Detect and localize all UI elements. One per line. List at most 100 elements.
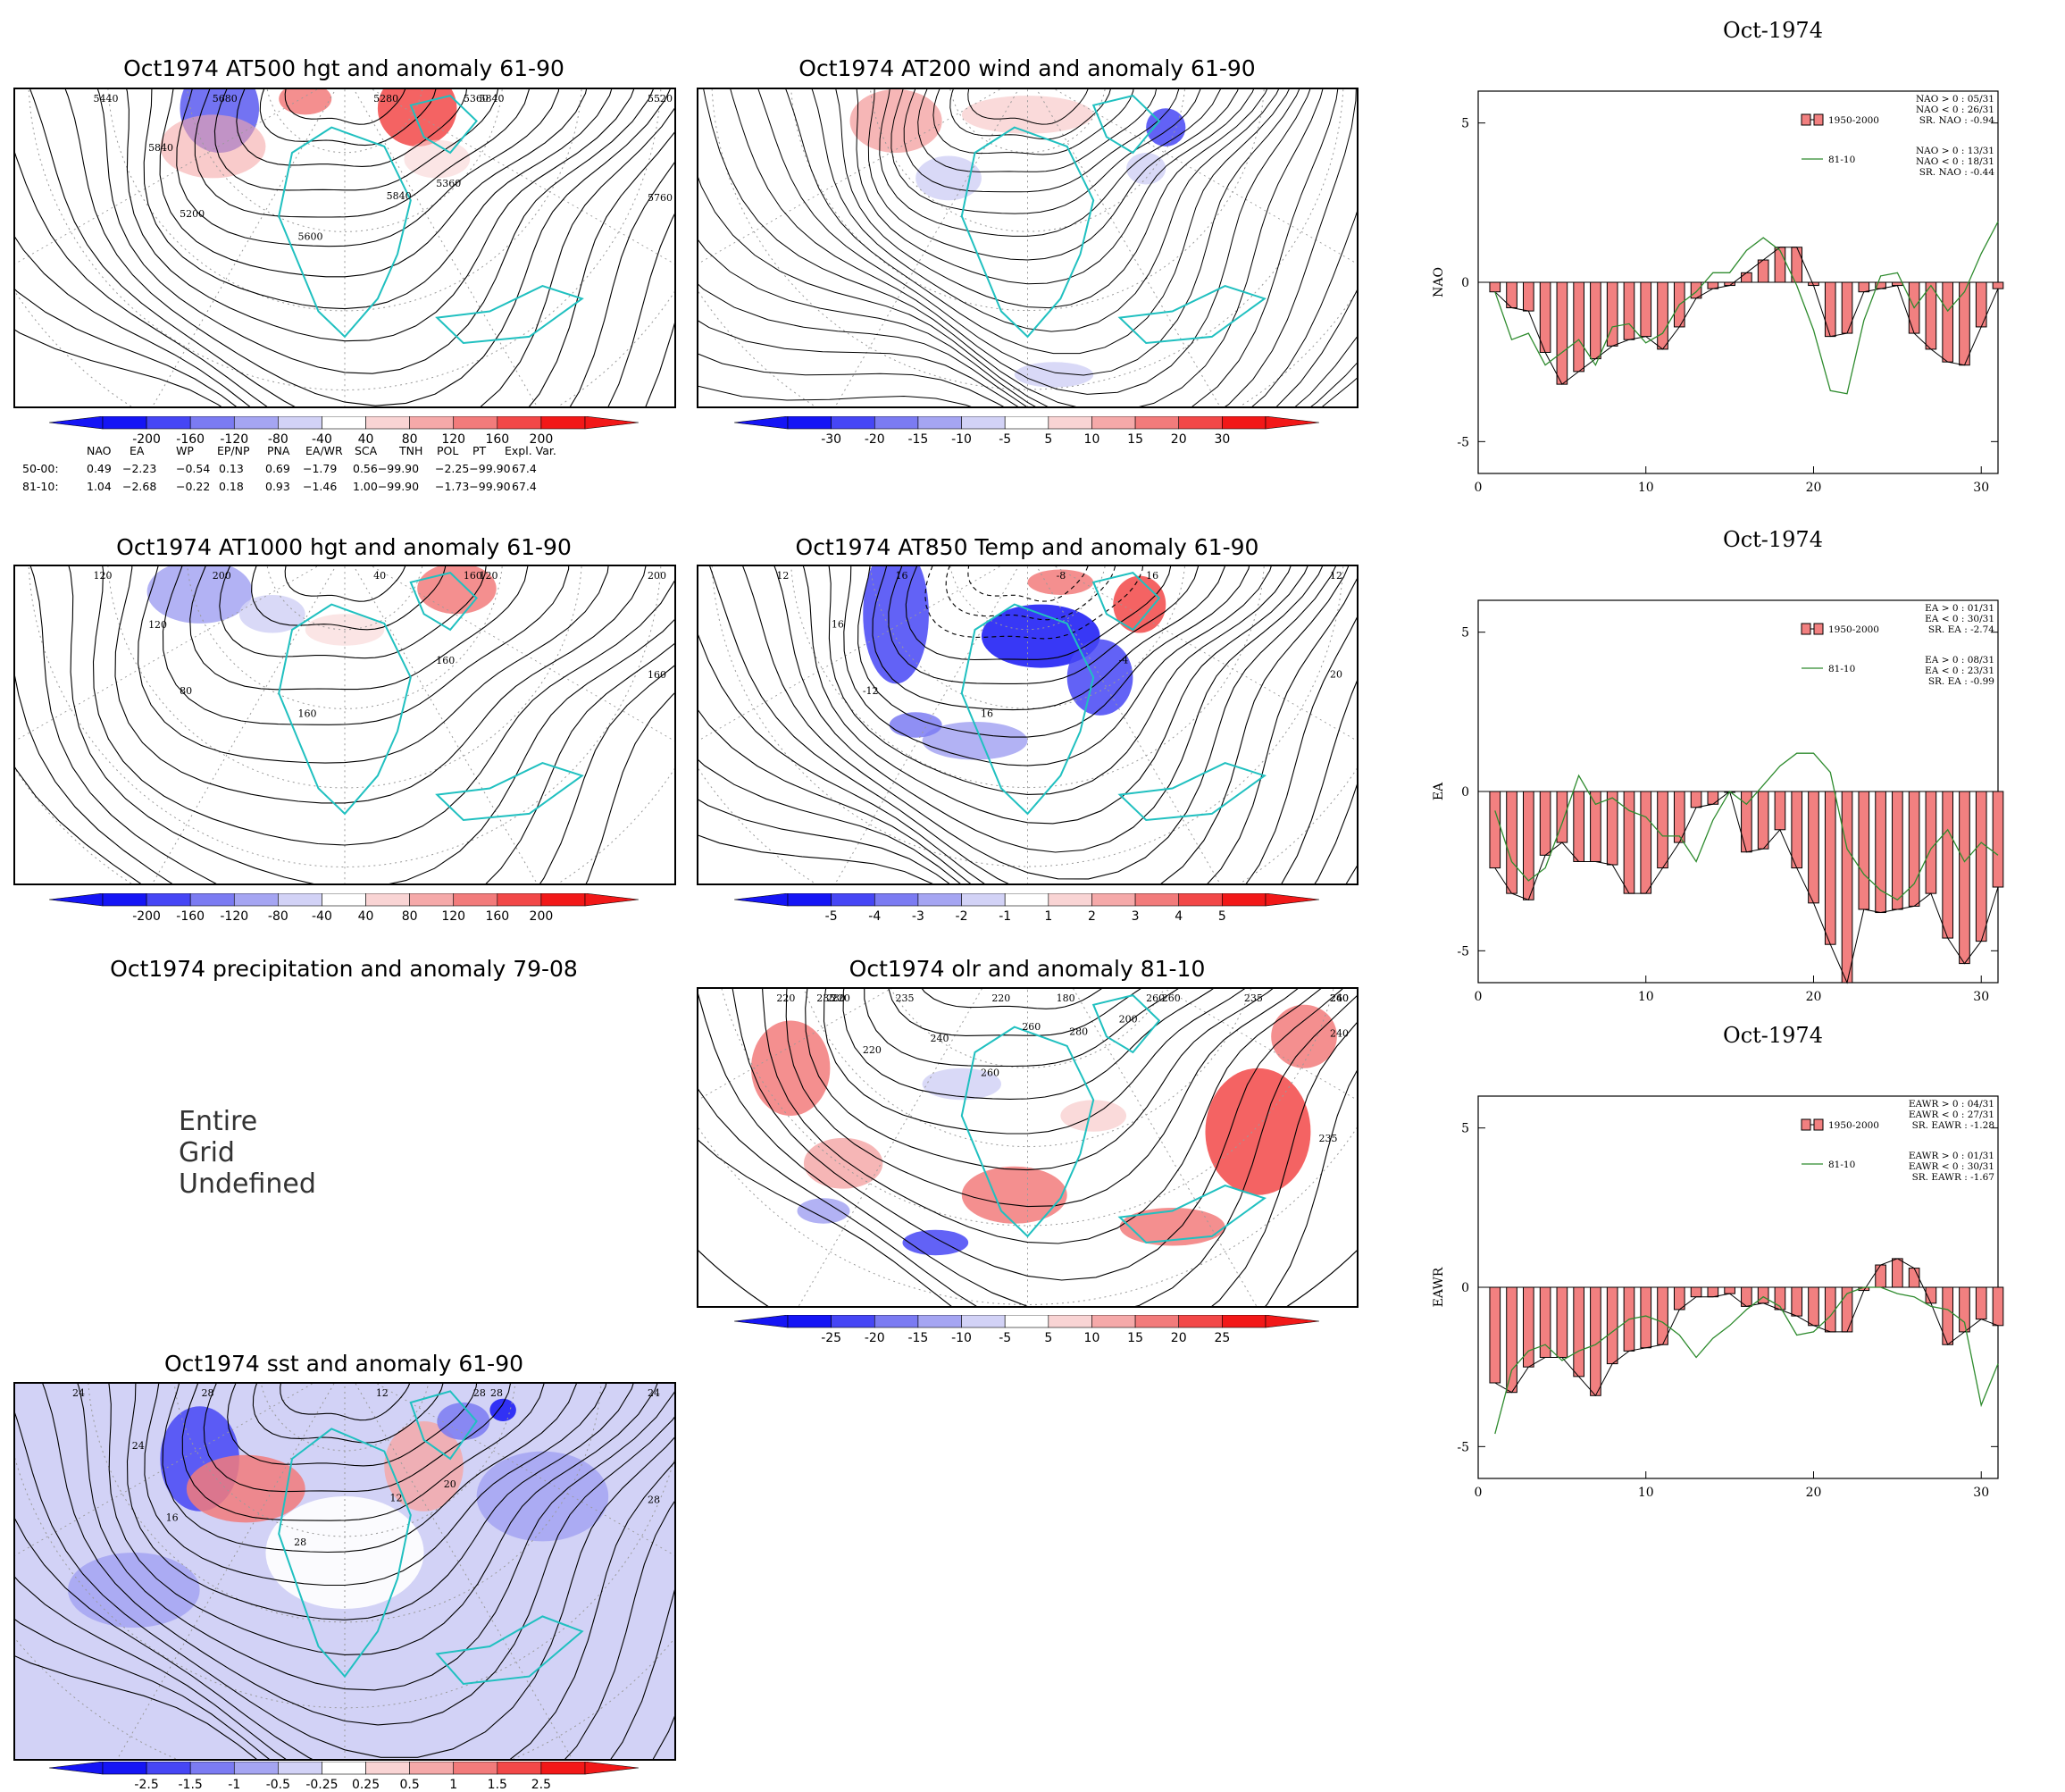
table-header-cell: TNH (399, 444, 423, 457)
colorbar-segment (1134, 1315, 1180, 1328)
contour-label: 12 (1330, 570, 1342, 582)
bar (1774, 791, 1786, 831)
map-plot: 5360 5200 5280 5360 5440 5520 5600 5680 5760 5840… (13, 88, 676, 408)
contour-line (886, 989, 1195, 1036)
colorbar-arrow-left (734, 893, 789, 907)
contour-label: 20 (444, 1478, 456, 1490)
colorbar-label: 160 (485, 909, 510, 924)
contour-label: 5280 (373, 93, 398, 105)
graticule (1027, 566, 1357, 789)
graticule (869, 566, 1186, 709)
coastline (1091, 94, 1161, 155)
coastline (960, 126, 1095, 339)
colorbar-segment (189, 1762, 235, 1775)
bar (1992, 1286, 2004, 1327)
map-svg: 28 16 12 20 24 24 28 28 28 24 28 12 (15, 1384, 674, 1759)
contour-label: 120 (93, 570, 112, 582)
graticule (344, 566, 583, 883)
colorbar-label: -200 (132, 909, 161, 924)
table-header-cell: SCA (355, 444, 378, 457)
legend-stat: EA < 0 : 23/31 (1925, 666, 1994, 676)
contour-label: 235 (896, 992, 915, 1004)
contour-line (698, 89, 1342, 406)
contour-line (64, 1384, 668, 1655)
contour-label: 12 (390, 1492, 403, 1503)
contour-label: 280 (1069, 1026, 1088, 1038)
legend-stat: EAWR > 0 : 04/31 (1909, 1099, 1994, 1110)
coastline (278, 126, 412, 339)
bar (1489, 281, 1501, 293)
colorbar-segment (540, 893, 586, 907)
colorbar-label: -80 (267, 432, 288, 447)
graticule (869, 989, 1186, 1068)
contour-line (754, 89, 1304, 355)
contour-line (707, 566, 1351, 880)
colorbar: -200 -160 -120 -80 -40 40 80 120 160 200 (49, 413, 639, 448)
anomaly-shading (1205, 1068, 1311, 1195)
colorbar-segment (278, 416, 322, 430)
contour-line (890, 89, 1204, 214)
graticule (106, 89, 346, 406)
contour-label: 260 (1330, 992, 1349, 1004)
colorbar-label: -10 (951, 1331, 972, 1345)
anomaly-shading (1271, 1004, 1337, 1068)
bar (1791, 1286, 1803, 1317)
colorbar-segment (322, 416, 366, 430)
x-tick-label: 0 (1475, 481, 1483, 495)
colorbar-segment (1222, 893, 1267, 907)
table-cell: −1.46 (303, 480, 338, 493)
series-line (1494, 752, 1999, 901)
colorbar: -25 -20 -15 -10 -5 5 10 15 20 25 (734, 1311, 1319, 1347)
bar (1489, 791, 1501, 869)
y-tick-label: -5 (1457, 435, 1469, 449)
bar (1590, 791, 1601, 862)
contour-label: 5600 (297, 231, 322, 243)
coastline (409, 1390, 478, 1461)
legend-stat: EAWR < 0 : 27/31 (1909, 1110, 1994, 1120)
legend-stat: SR. EA : -0.99 (1928, 676, 1994, 687)
contour-label: 180 (1057, 992, 1075, 1004)
bar (1975, 281, 1987, 328)
contour-label: 120 (479, 570, 497, 582)
colorbar-label: 1.5 (487, 1778, 507, 1792)
bar-trend-line (1494, 1258, 1999, 1397)
map-title: Oct1974 AT500 hgt and anomaly 61-90 (123, 55, 564, 81)
contour-line (698, 89, 1331, 406)
contour-label: 5760 (648, 192, 673, 204)
bar (1539, 281, 1551, 353)
contour-label: 260 (1022, 1021, 1041, 1033)
x-tick-label: 0 (1475, 990, 1483, 1004)
contour-line (15, 1384, 674, 1759)
x-tick-label: 0 (1475, 1486, 1483, 1500)
contour-label: 5840 (148, 142, 173, 154)
coastline (278, 603, 412, 816)
x-tick-label: 20 (1806, 1486, 1822, 1500)
table-header-cell: POL (437, 444, 459, 457)
y-tick-label: -5 (1457, 1440, 1469, 1454)
table-header-cell: NAO (87, 444, 112, 457)
colorbar-label: -15 (907, 432, 929, 447)
contour-line (800, 89, 1278, 309)
colorbar-label: 80 (401, 432, 418, 447)
colorbar-label: -5 (824, 909, 838, 924)
colorbar-label: -1 (999, 909, 1012, 924)
colorbar-svg (734, 416, 1319, 430)
contour-line (735, 566, 1336, 853)
legend-swatch-bar (1813, 1118, 1824, 1131)
legend-stat: NAO > 0 : 13/31 (1916, 146, 1994, 156)
bar (1808, 791, 1819, 904)
coastline (278, 1428, 412, 1679)
table-row-label: 81-10: (22, 480, 59, 493)
contour-line (705, 989, 1357, 1244)
colorbar-label: -40 (312, 909, 332, 924)
legend-stat: SR. NAO : -0.94 (1919, 115, 1995, 126)
x-tick-label: 30 (1973, 481, 1989, 495)
contour-line (189, 566, 529, 691)
colorbar-segment (1048, 416, 1092, 430)
contour-label: 280 (827, 992, 846, 1004)
colorbar-segment (233, 1762, 279, 1775)
contour-line (905, 566, 1173, 661)
bar (1573, 791, 1584, 862)
contour-label: 200 (213, 570, 231, 582)
legend-swatch-bar (1813, 113, 1824, 126)
